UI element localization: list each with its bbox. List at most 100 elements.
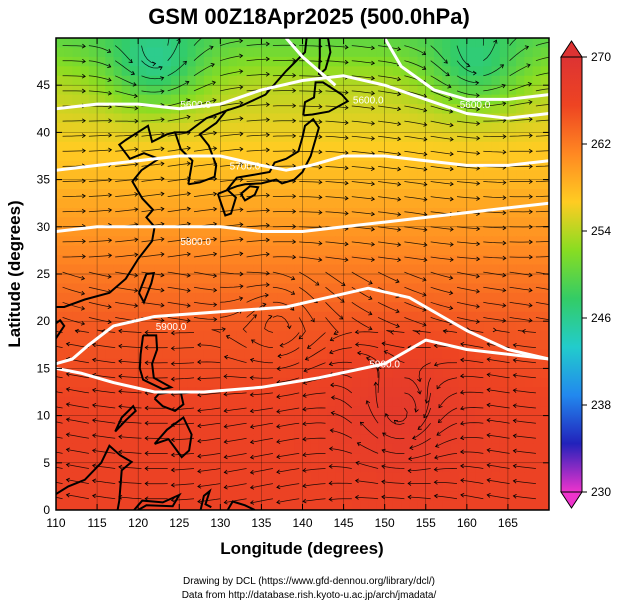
streamline-arrow (186, 114, 191, 120)
temperature-cell (302, 151, 312, 162)
temperature-cell (228, 500, 238, 510)
streamline (456, 150, 480, 154)
temperature-cell (113, 255, 123, 266)
streamline-arrow (377, 366, 382, 371)
temperature-cell (244, 358, 254, 369)
temperature-cell (253, 377, 263, 388)
temperature-cell (212, 264, 221, 275)
temperature-cell (327, 349, 336, 360)
streamline-arrow (475, 93, 480, 98)
temperature-cell (253, 47, 263, 58)
streamline-arrow (144, 481, 149, 486)
streamline (250, 437, 273, 443)
temperature-cell (121, 236, 131, 247)
streamline-arrow (158, 66, 163, 71)
temperature-cell (129, 396, 139, 407)
temperature-cell (72, 396, 82, 407)
streamline-arrow (144, 420, 149, 426)
temperature-cell (524, 245, 534, 256)
temperature-cell (491, 292, 501, 303)
temperature-cell (269, 349, 279, 360)
streamline (483, 64, 504, 77)
temperature-cell (458, 302, 468, 313)
temperature-cell (236, 255, 246, 266)
temperature-cell (179, 283, 189, 294)
streamline-arrow (213, 317, 218, 322)
streamline (299, 211, 322, 213)
temperature-cell (335, 425, 345, 436)
temperature-cell (516, 217, 525, 228)
temperature-cell (507, 340, 517, 351)
temperature-cell (286, 264, 295, 275)
temperature-cell (532, 443, 542, 454)
temperature-cell (195, 321, 205, 332)
temperature-cell (466, 245, 476, 256)
temperature-cell (483, 292, 493, 303)
temperature-cell (475, 321, 484, 332)
temperature-cell (261, 151, 271, 162)
temperature-cell (343, 425, 353, 436)
temperature-cell (335, 75, 345, 86)
temperature-cell (236, 292, 246, 303)
temperature-cell (392, 292, 402, 303)
temperature-cell (475, 472, 484, 483)
temperature-cell (228, 264, 238, 275)
temperature-cell (475, 236, 484, 247)
temperature-cell (212, 425, 221, 436)
temperature-cell (384, 56, 394, 67)
temperature-cell (450, 453, 460, 464)
streamline (430, 317, 453, 325)
temperature-cell (368, 47, 378, 58)
temperature-cell (327, 236, 336, 247)
streamline (436, 422, 458, 436)
temperature-cell (244, 415, 254, 426)
temperature-cell (327, 85, 336, 96)
temperature-cell (277, 387, 287, 398)
temperature-cell (310, 387, 320, 398)
streamline (250, 407, 273, 412)
streamline-arrow (239, 100, 244, 106)
temperature-cell (343, 226, 353, 237)
temperature-cell (138, 415, 147, 426)
temperature-cell (466, 491, 476, 502)
temperature-cell (253, 311, 263, 322)
temperature-cell (516, 38, 525, 49)
streamline (430, 181, 454, 185)
temperature-cell (425, 283, 435, 294)
temperature-cell (409, 198, 419, 209)
streamline-arrow (197, 359, 202, 365)
temperature-cell (368, 330, 378, 341)
temperature-cell (269, 245, 279, 256)
temperature-cell (401, 274, 410, 285)
temperature-cell (392, 311, 402, 322)
streamline (456, 45, 471, 67)
temperature-cell (179, 340, 189, 351)
streamline (167, 61, 187, 77)
temperature-cell (376, 349, 386, 360)
temperature-cell (277, 189, 287, 200)
temperature-cell (507, 66, 517, 77)
temperature-cell (195, 500, 205, 510)
temperature-cell (244, 434, 254, 445)
temperature-cell (327, 434, 336, 445)
temperature-cell (310, 481, 320, 492)
temperature-cell (327, 311, 336, 322)
temperature-cell (466, 198, 476, 209)
temperature-cell (162, 443, 172, 454)
temperature-cell (540, 387, 549, 398)
temperature-cell (343, 368, 353, 379)
temperature-cell (162, 66, 172, 77)
streamline-arrow (197, 392, 202, 398)
temperature-cell (491, 226, 501, 237)
streamline-arrow (476, 20, 480, 24)
temperature-cell (310, 321, 320, 332)
streamline (276, 422, 300, 428)
temperature-cell (351, 85, 361, 96)
temperature-cell (433, 481, 443, 492)
temperature-cell (524, 226, 534, 237)
streamline-arrow (555, 179, 558, 183)
temperature-cell (401, 56, 410, 67)
temperature-cell (88, 434, 98, 445)
streamline (381, 481, 405, 484)
streamline (456, 181, 480, 184)
